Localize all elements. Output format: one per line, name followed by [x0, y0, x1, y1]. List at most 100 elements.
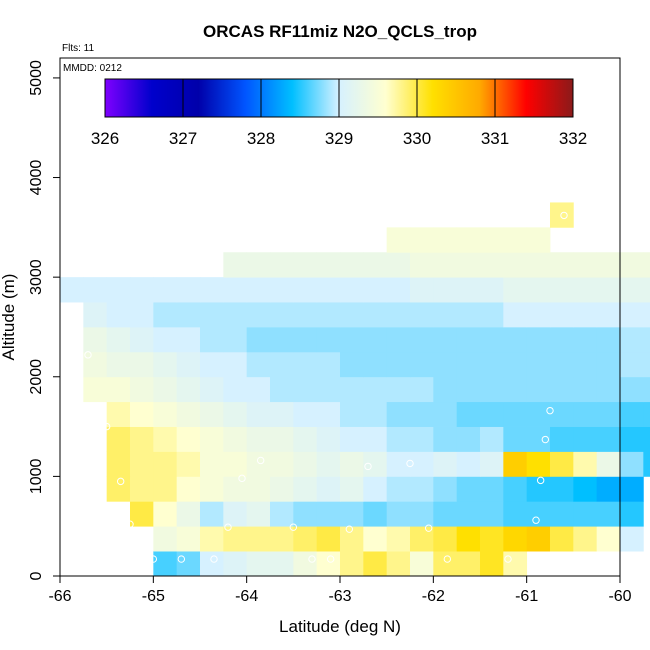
heatmap-cell — [130, 501, 154, 527]
heatmap-cell — [456, 451, 481, 477]
x-tick-label: -65 — [142, 588, 165, 605]
heatmap-cell — [526, 451, 551, 477]
heatmap-cell — [293, 302, 318, 328]
heatmap-cell — [223, 252, 248, 278]
heatmap-cell — [223, 501, 248, 527]
heatmap-cell — [316, 302, 341, 328]
heatmap-cell — [176, 451, 201, 477]
heatmap-cell — [433, 302, 458, 328]
heatmap-cell — [363, 376, 388, 403]
heatmap-cell — [153, 401, 178, 427]
heatmap-cell — [223, 401, 248, 427]
heatmap-cell — [620, 401, 644, 427]
heatmap-cell — [340, 526, 364, 552]
x-tick-label: -61 — [515, 588, 538, 605]
heatmap-cell — [386, 302, 411, 328]
sample-point — [308, 555, 316, 563]
heatmap-cell — [433, 451, 458, 477]
heatmap-cell — [620, 302, 644, 328]
heatmap-cell — [363, 277, 388, 303]
heatmap-cell — [293, 252, 318, 278]
heatmap-cell — [456, 351, 481, 378]
heatmap-cell — [223, 476, 248, 502]
heatmap-cell — [410, 277, 434, 303]
heatmap-cell — [316, 451, 341, 477]
heatmap-cell — [643, 401, 650, 427]
heatmap-cell — [456, 401, 481, 427]
heatmap-cell — [550, 401, 574, 427]
heatmap-cell — [386, 451, 411, 477]
heatmap-cell — [526, 476, 551, 502]
heatmap-cell — [340, 501, 364, 527]
heatmap-cell — [386, 227, 411, 253]
heatmap-cell — [620, 476, 644, 502]
heatmap-cell — [176, 351, 201, 378]
heatmap-cell — [480, 451, 504, 477]
heatmap-cell — [503, 501, 528, 527]
heatmap-cell — [433, 501, 458, 527]
heatmap-cell — [480, 351, 504, 378]
heatmap-cell — [550, 476, 574, 502]
heatmap-cell — [270, 326, 294, 353]
heatmap-cell — [386, 401, 411, 427]
heatmap-cell — [153, 302, 178, 328]
heatmap-cell — [153, 277, 178, 303]
sample-point — [532, 516, 540, 524]
heatmap-cell — [316, 426, 341, 452]
heatmap-cell — [573, 476, 598, 502]
heatmap-cell — [573, 326, 598, 353]
heatmap-cell — [480, 526, 504, 552]
heatmap-cell — [643, 277, 650, 303]
heatmap-cell — [573, 501, 598, 527]
sample-point — [541, 435, 550, 444]
heatmap-cell — [153, 501, 178, 527]
sample-point — [326, 555, 335, 563]
heatmap-cell — [480, 426, 504, 452]
heatmap-cell — [433, 227, 458, 253]
heatmap-cell — [480, 376, 504, 403]
heatmap-cell — [176, 551, 201, 577]
heatmap-cell — [456, 376, 481, 403]
heatmap-cell — [130, 376, 154, 403]
heatmap-cell — [106, 326, 131, 353]
heatmap-cell — [246, 351, 271, 378]
x-axis-title: Latitude (deg N) — [279, 617, 401, 636]
heatmap-cell — [410, 227, 434, 253]
heatmap-cell — [83, 302, 108, 328]
heatmap-cell — [340, 376, 364, 403]
heatmap-cell — [410, 326, 434, 353]
heatmap-cell — [456, 551, 481, 577]
heatmap-cell — [596, 302, 621, 328]
heatmap-cell — [526, 326, 551, 353]
heatmap-cell — [363, 476, 388, 502]
heatmap-cell — [60, 277, 84, 303]
heatmap-cell — [550, 426, 574, 452]
chart-title: ORCAS RF11miz N2O_QCLS_trop — [203, 22, 477, 41]
heatmap-cell — [410, 501, 434, 527]
heatmap-cell — [293, 451, 318, 477]
y-tick-label: 1000 — [28, 458, 45, 494]
heatmap-cell — [386, 526, 411, 552]
heatmap-cell — [596, 376, 621, 403]
heatmap-cell — [83, 277, 108, 303]
colorbar-label: 331 — [481, 129, 509, 148]
heatmap-cell — [293, 426, 318, 452]
heatmap-cell — [526, 351, 551, 378]
heatmap-cell — [573, 376, 598, 403]
heatmap-cell — [270, 526, 294, 552]
heatmap-cell — [223, 351, 248, 378]
heatmap-cell — [106, 376, 131, 403]
heatmap-cell — [643, 426, 650, 452]
heatmap-cell — [433, 526, 458, 552]
colorbar-label: 329 — [325, 129, 353, 148]
heatmap-cell — [83, 376, 108, 403]
heatmap-cell — [410, 426, 434, 452]
heatmap-cell — [270, 501, 294, 527]
heatmap-cell — [246, 551, 271, 577]
heatmap-cell — [246, 451, 271, 477]
heatmap-cell — [246, 401, 271, 427]
heatmap-cell — [573, 426, 598, 452]
heatmap-cell — [340, 351, 364, 378]
heatmap-cell — [526, 426, 551, 452]
heatmap-cell — [153, 551, 178, 577]
